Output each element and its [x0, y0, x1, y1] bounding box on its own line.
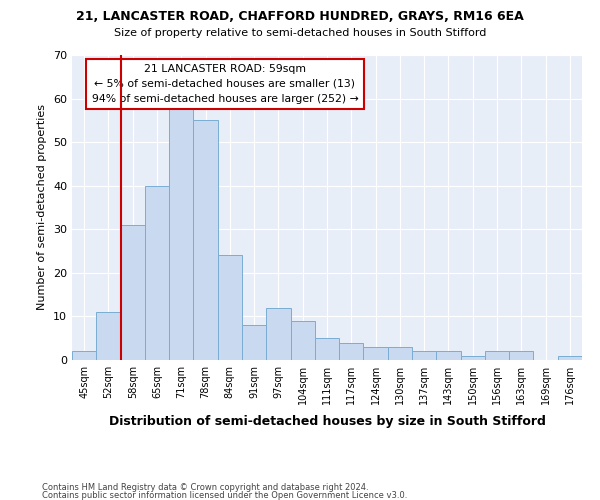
Bar: [290, 321, 315, 360]
Bar: [242, 325, 266, 360]
Bar: [509, 352, 533, 360]
Text: Size of property relative to semi-detached houses in South Stifford: Size of property relative to semi-detach…: [114, 28, 486, 38]
Y-axis label: Number of semi-detached properties: Number of semi-detached properties: [37, 104, 47, 310]
Bar: [412, 352, 436, 360]
Bar: [315, 338, 339, 360]
Bar: [266, 308, 290, 360]
Bar: [364, 347, 388, 360]
X-axis label: Distribution of semi-detached houses by size in South Stifford: Distribution of semi-detached houses by …: [109, 415, 545, 428]
Bar: [96, 312, 121, 360]
Bar: [485, 352, 509, 360]
Bar: [72, 352, 96, 360]
Text: Contains public sector information licensed under the Open Government Licence v3: Contains public sector information licen…: [42, 491, 407, 500]
Bar: [388, 347, 412, 360]
Bar: [145, 186, 169, 360]
Bar: [558, 356, 582, 360]
Text: 21, LANCASTER ROAD, CHAFFORD HUNDRED, GRAYS, RM16 6EA: 21, LANCASTER ROAD, CHAFFORD HUNDRED, GR…: [76, 10, 524, 23]
Bar: [461, 356, 485, 360]
Text: Contains HM Land Registry data © Crown copyright and database right 2024.: Contains HM Land Registry data © Crown c…: [42, 482, 368, 492]
Bar: [218, 256, 242, 360]
Text: 21 LANCASTER ROAD: 59sqm
← 5% of semi-detached houses are smaller (13)
94% of se: 21 LANCASTER ROAD: 59sqm ← 5% of semi-de…: [92, 64, 358, 104]
Bar: [121, 225, 145, 360]
Bar: [339, 342, 364, 360]
Bar: [169, 108, 193, 360]
Bar: [436, 352, 461, 360]
Bar: [193, 120, 218, 360]
